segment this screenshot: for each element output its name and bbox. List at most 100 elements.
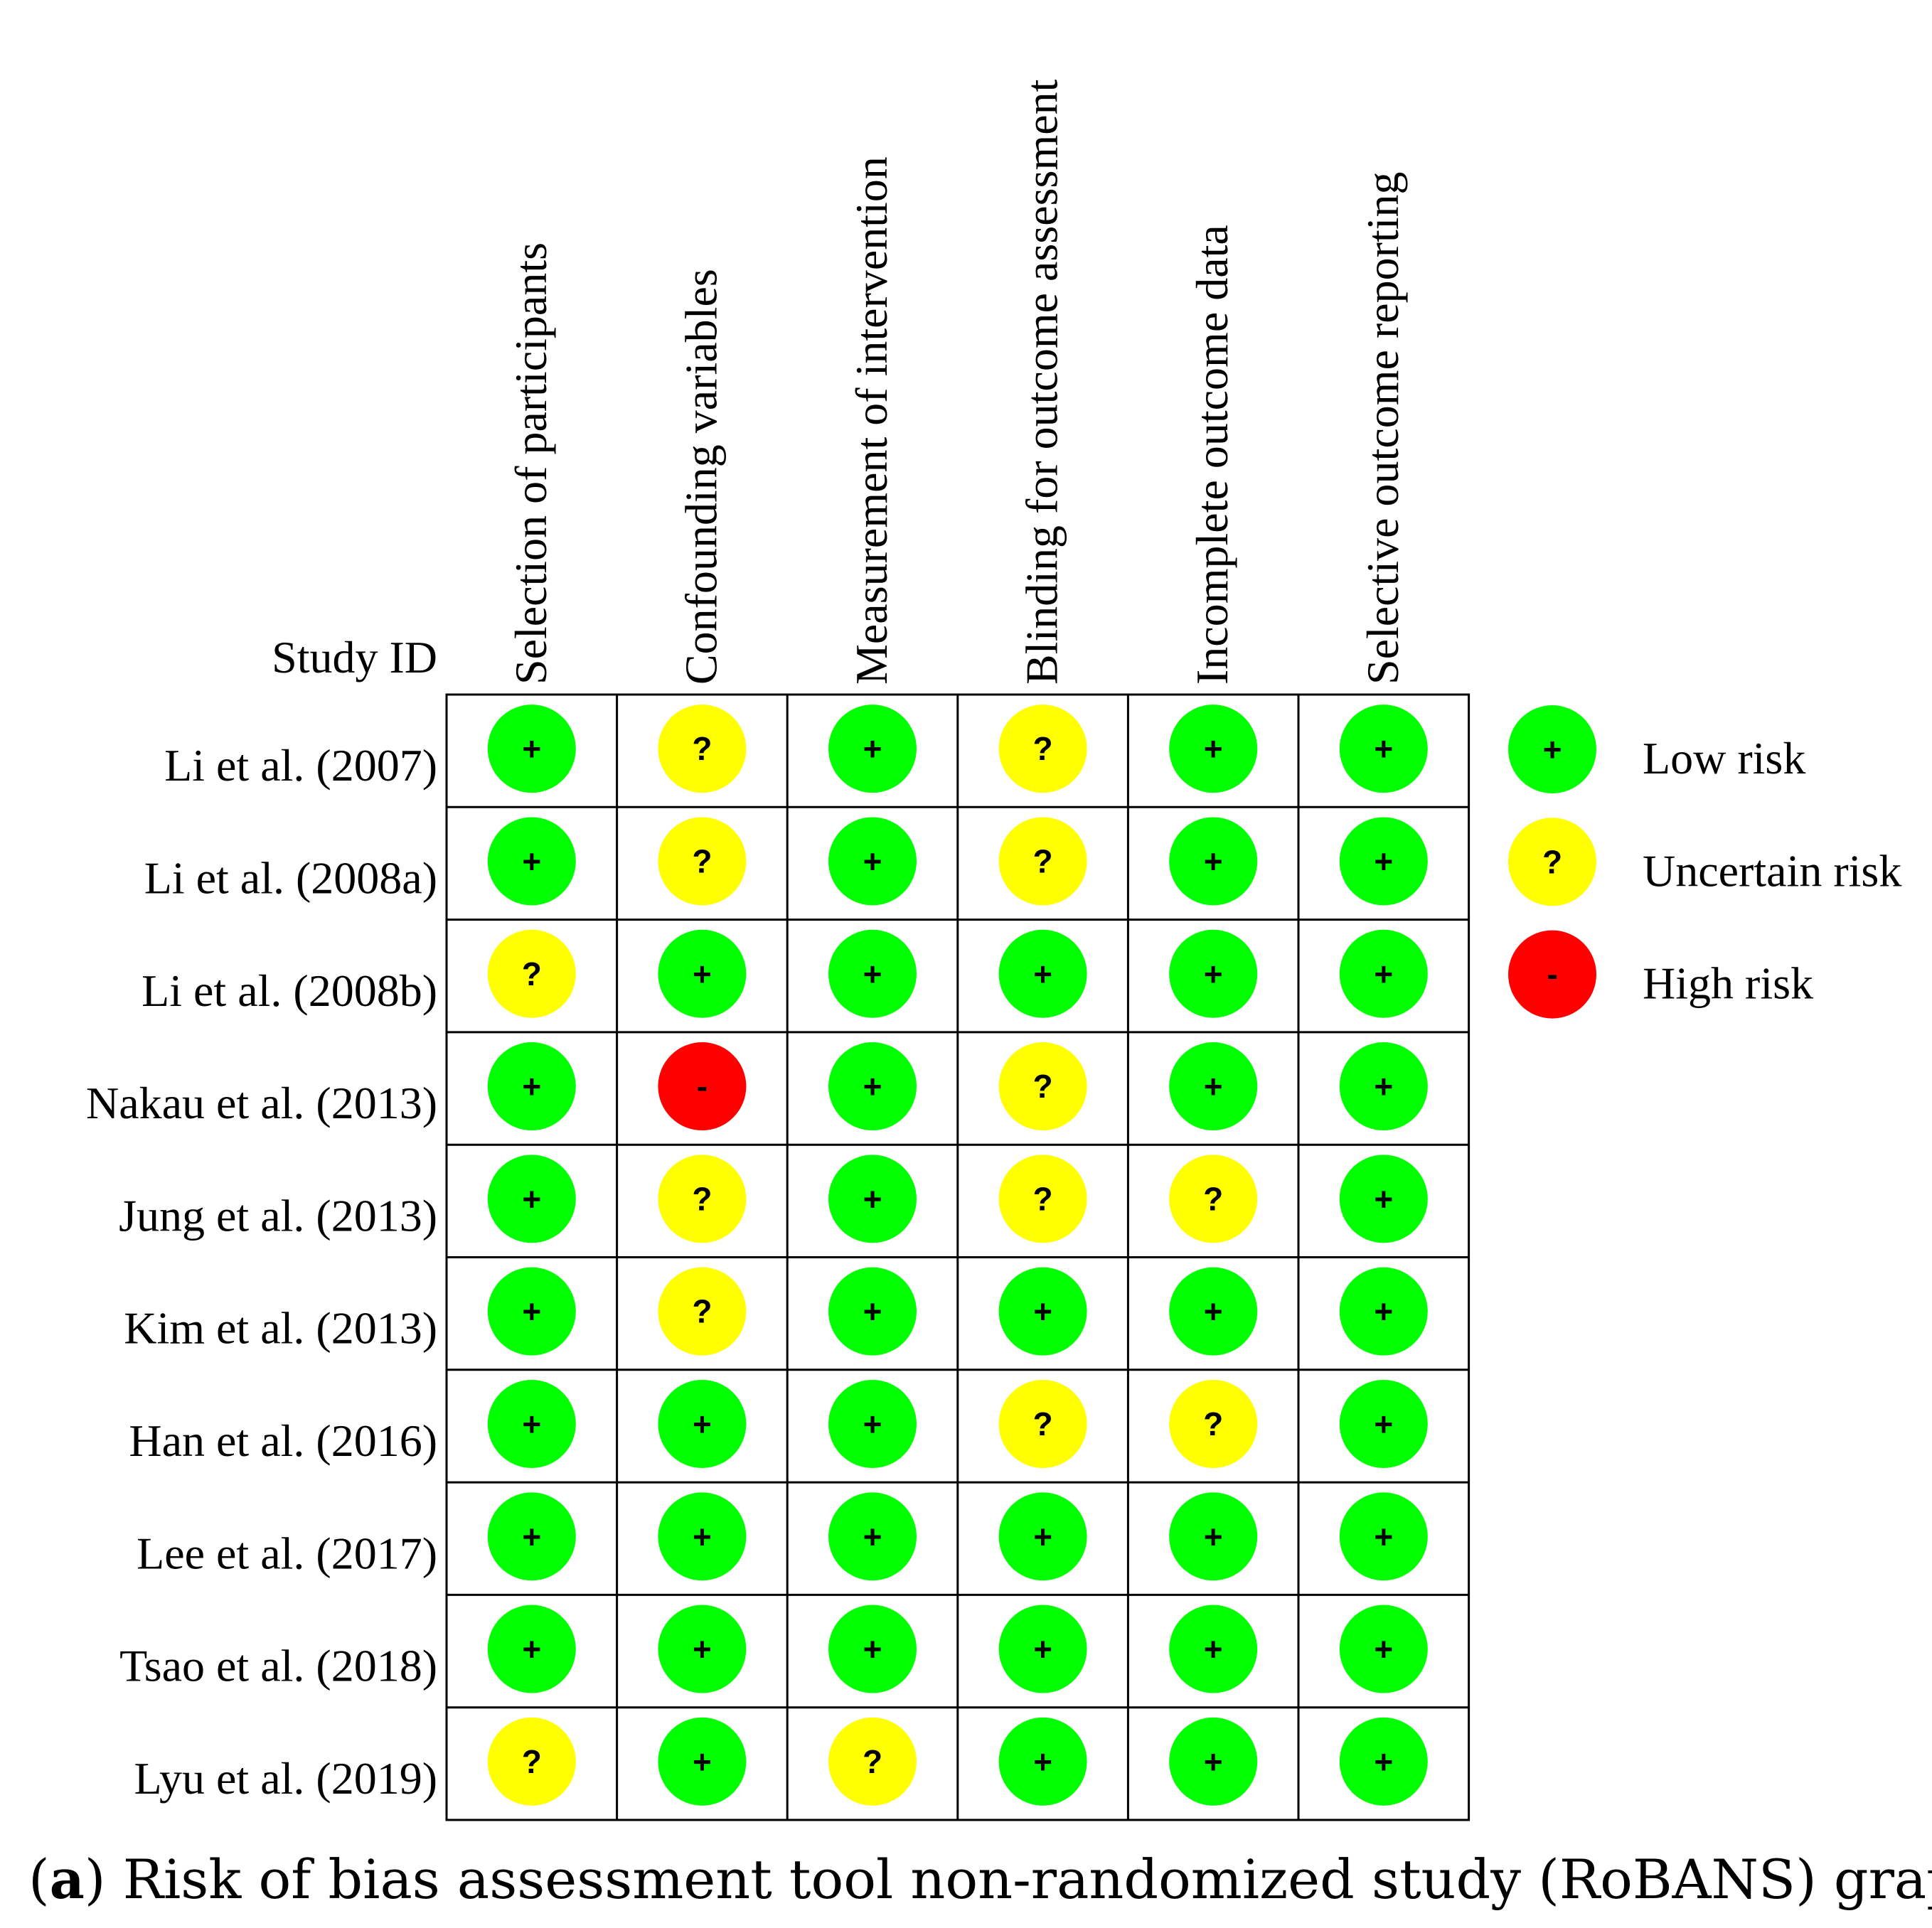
risk-mark-low xyxy=(487,1042,576,1131)
risk-mark-low xyxy=(1169,1605,1258,1693)
risk-mark-low xyxy=(1169,1492,1258,1581)
risk-mark-uncertain xyxy=(828,1717,917,1806)
risk-symbol: + xyxy=(863,730,882,767)
risk-mark-low xyxy=(998,1605,1087,1693)
risk-symbol: + xyxy=(1204,1743,1223,1780)
risk-mark-uncertain xyxy=(1169,1155,1258,1243)
risk-mark-low xyxy=(1339,1492,1428,1581)
risk-mark-low xyxy=(1339,1155,1428,1243)
risk-mark-low xyxy=(1339,1379,1428,1468)
risk-symbol: + xyxy=(863,1068,882,1105)
risk-symbol: + xyxy=(693,1631,712,1668)
risk-mark-low xyxy=(1169,929,1258,1018)
risk-symbol: + xyxy=(863,1180,882,1217)
risk-symbol: ? xyxy=(1203,1405,1223,1442)
risk-mark-low xyxy=(487,1605,576,1693)
study-label: Li et al. (2008b) xyxy=(142,965,437,1016)
risk-mark-uncertain xyxy=(998,1042,1087,1131)
legend-swatch-low xyxy=(1508,705,1596,793)
legend-label: Uncertain risk xyxy=(1643,845,1901,896)
risk-symbol: - xyxy=(697,1068,708,1105)
risk-mark-uncertain xyxy=(658,1155,747,1243)
risk-mark-low xyxy=(1169,1042,1258,1131)
risk-mark-uncertain xyxy=(487,1717,576,1806)
risk-symbol: ? xyxy=(1033,1180,1053,1217)
risk-mark-low xyxy=(1339,929,1428,1018)
risk-mark-low xyxy=(487,705,576,793)
risk-symbol: + xyxy=(693,1743,712,1780)
risk-mark-low xyxy=(1339,1267,1428,1356)
risk-symbol: + xyxy=(693,1405,712,1442)
risk-symbol: ? xyxy=(692,842,712,879)
risk-symbol: + xyxy=(522,1518,541,1555)
legend-swatch-uncertain xyxy=(1508,818,1596,906)
risk-mark-low xyxy=(998,929,1087,1018)
risk-symbol: + xyxy=(1033,1743,1052,1780)
legend-label: Low risk xyxy=(1643,733,1805,783)
study-label: Lee et al. (2017) xyxy=(137,1528,437,1578)
risk-mark-low xyxy=(1339,1717,1428,1806)
risk-symbol: + xyxy=(863,1293,882,1330)
risk-mark-uncertain xyxy=(1169,1379,1258,1468)
risk-symbol: ? xyxy=(1033,842,1053,879)
risk-symbol: + xyxy=(1374,1518,1393,1555)
risk-symbol: + xyxy=(1374,1743,1393,1780)
risk-symbol: ? xyxy=(863,1743,882,1780)
risk-symbol: + xyxy=(693,1518,712,1555)
risk-mark-low xyxy=(658,1492,747,1581)
risk-mark-low xyxy=(828,1042,917,1131)
risk-mark-uncertain xyxy=(998,817,1087,906)
risk-mark-low xyxy=(828,1155,917,1243)
caption-text: Risk of bias assessment tool non-randomi… xyxy=(106,1848,1932,1911)
risk-mark-low xyxy=(828,1605,917,1693)
legend-symbol: - xyxy=(1547,956,1557,993)
risk-symbol: + xyxy=(1033,955,1052,992)
risk-mark-low xyxy=(828,817,917,906)
risk-grid xyxy=(445,693,1471,1821)
risk-mark-uncertain xyxy=(658,1267,747,1356)
figure-caption: (a) Risk of bias assessment tool non-ran… xyxy=(28,1848,1932,1911)
risk-symbol: + xyxy=(1374,1068,1393,1105)
risk-mark-high xyxy=(658,1042,747,1131)
risk-symbol: + xyxy=(1374,1631,1393,1668)
column-header: Measurement of intervention xyxy=(846,156,897,685)
legend-symbol: + xyxy=(1543,731,1562,768)
risk-mark-low xyxy=(1169,1717,1258,1806)
risk-mark-low xyxy=(828,1379,917,1468)
risk-mark-uncertain xyxy=(487,929,576,1018)
column-header: Selection of participants xyxy=(506,242,556,685)
study-label: Kim et al. (2013) xyxy=(124,1303,437,1354)
risk-symbol: ? xyxy=(692,1180,712,1217)
study-label: Jung et al. (2013) xyxy=(119,1190,437,1241)
column-header: Confounding variables xyxy=(676,269,726,685)
study-label: Li et al. (2008a) xyxy=(144,852,437,903)
column-header: Selective outcome reporting xyxy=(1357,171,1408,685)
risk-symbol: ? xyxy=(1203,1180,1223,1217)
risk-mark-low xyxy=(1339,705,1428,793)
risk-symbol: + xyxy=(522,1068,541,1105)
risk-mark-low xyxy=(828,1267,917,1356)
risk-mark-low xyxy=(1169,705,1258,793)
risk-symbol: ? xyxy=(1033,1405,1053,1442)
risk-mark-low xyxy=(998,1267,1087,1356)
risk-mark-low xyxy=(828,1492,917,1581)
risk-mark-low xyxy=(487,1492,576,1581)
risk-symbol: ? xyxy=(522,1743,542,1780)
risk-symbol: + xyxy=(863,842,882,879)
study-label: Han et al. (2016) xyxy=(129,1415,437,1466)
risk-symbol: ? xyxy=(522,955,542,992)
risk-symbol: + xyxy=(522,842,541,879)
risk-mark-low xyxy=(998,1717,1087,1806)
risk-symbol: + xyxy=(1033,1518,1052,1555)
risk-symbol: + xyxy=(1374,1180,1393,1217)
risk-symbol: + xyxy=(522,1180,541,1217)
risk-symbol: + xyxy=(522,1405,541,1442)
risk-symbol: + xyxy=(1204,1293,1223,1330)
risk-mark-low xyxy=(487,1379,576,1468)
risk-mark-low xyxy=(1339,1042,1428,1131)
risk-mark-low xyxy=(828,705,917,793)
risk-symbol: + xyxy=(863,1518,882,1555)
risk-mark-low xyxy=(658,1605,747,1693)
column-header: Blinding for outcome assessment xyxy=(1017,79,1067,685)
